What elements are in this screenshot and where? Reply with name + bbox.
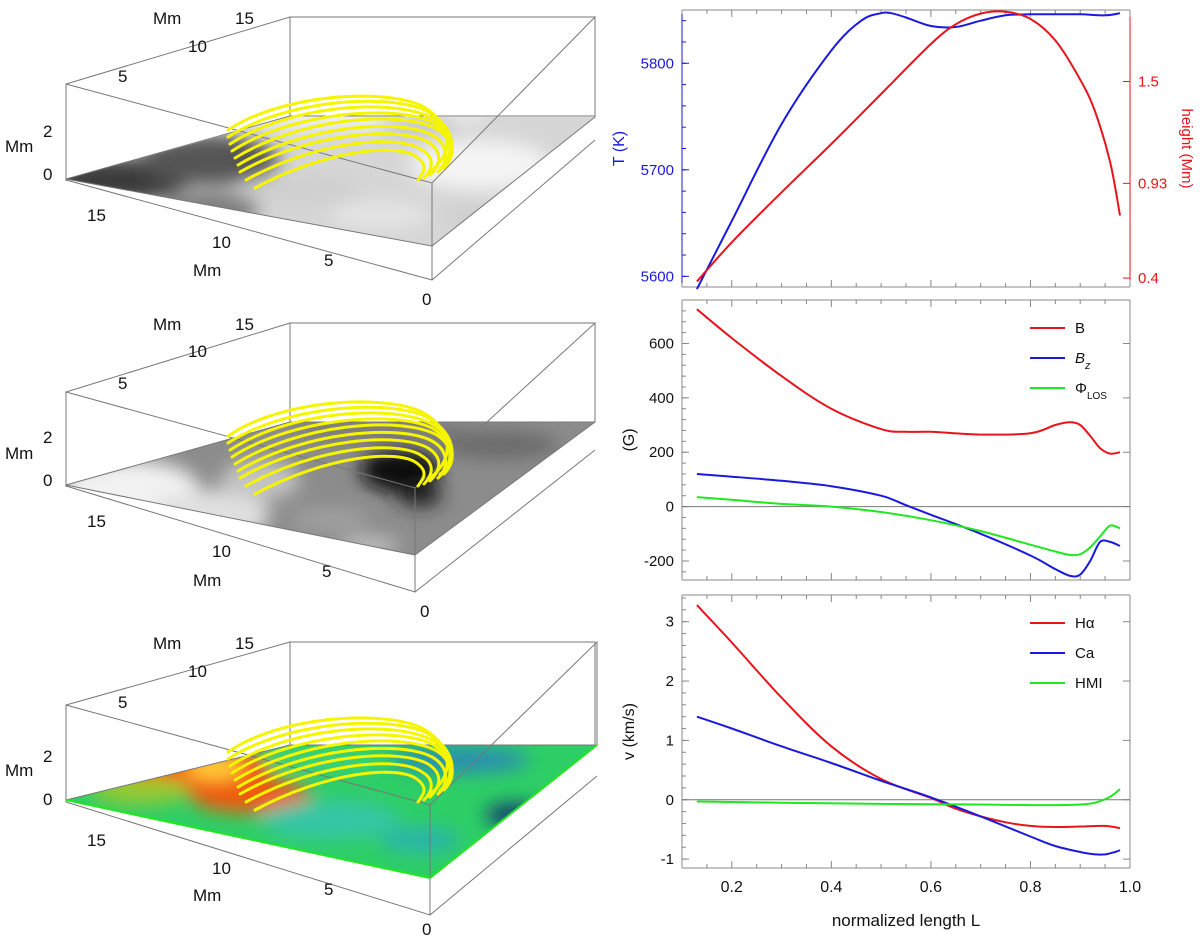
y-tick-label: 0 — [666, 792, 674, 809]
box3d-velocity: Mm 15 10 5 Mm 2 0 15 10 Mm 5 0 — [5, 634, 598, 939]
legend-label: Bz — [1075, 350, 1091, 372]
y-tick-label: 400 — [649, 390, 674, 407]
tick-front: 10 — [212, 233, 231, 252]
axis-label-left: Mm — [5, 444, 33, 463]
axis-label-back: Mm — [153, 315, 181, 334]
tick-left: 2 — [43, 747, 52, 766]
tick-left: 2 — [43, 428, 52, 447]
y-tick-label: 5600 — [641, 268, 674, 285]
y-tick-label: 5700 — [641, 162, 674, 179]
tick-front: 0 — [422, 920, 431, 939]
plot-velocity: 0.2 0.4 0.6 0.8 1.0 -1 0 1 2 3 v (km/s) normalized … — [621, 594, 1141, 930]
tick-back: 5 — [118, 374, 127, 393]
series-line-2 — [696, 788, 1121, 807]
series-line-0 — [696, 604, 1121, 830]
y-tick-label: -200 — [644, 553, 674, 570]
box3d-intensity: Mm 15 10 5 Mm 2 0 15 10 Mm 5 0 — [5, 9, 596, 309]
tick-left: 0 — [43, 471, 52, 490]
tick-front: 5 — [324, 880, 333, 899]
tick-front: 15 — [87, 512, 106, 531]
x-tick-label: 0.4 — [820, 879, 842, 896]
series-line-1 — [696, 473, 1121, 578]
surface-edge — [65, 799, 431, 879]
x-tick-label: 0.8 — [1019, 879, 1041, 896]
magnetogram-surface — [66, 422, 595, 555]
series-line-2 — [696, 496, 1121, 557]
y-axis-label: v (km/s) — [621, 703, 638, 760]
series-line-0 — [696, 308, 1121, 455]
tick-left: 2 — [43, 122, 52, 141]
tick-back: 5 — [118, 693, 127, 712]
x-tick-label: 0.6 — [920, 879, 942, 896]
x-tick-label: 0.2 — [721, 879, 743, 896]
tick-front: 10 — [212, 542, 231, 561]
tick-back: 10 — [188, 662, 207, 681]
y-tick-label: 3 — [666, 614, 674, 631]
tick-back: 10 — [188, 37, 207, 56]
y-tick-label: 600 — [649, 335, 674, 352]
surface-edge — [429, 744, 598, 879]
plot-magnetic-field: -200 0 200 400 600 (G) B Bz ΦLOS — [621, 299, 1131, 581]
y-right-tick-label: 1.5 — [1138, 73, 1159, 90]
tick-front: 15 — [87, 206, 106, 225]
y-tick-label: 200 — [649, 444, 674, 461]
x-tick-label: 1.0 — [1119, 879, 1141, 896]
box-frame — [65, 15, 596, 281]
legend-label: ΦLOS — [1075, 380, 1107, 402]
tick-front: 15 — [87, 831, 106, 850]
tick-front: 0 — [420, 602, 429, 621]
legend-label: Ca — [1075, 645, 1095, 662]
tick-left: 0 — [43, 165, 52, 184]
axis-label-back: Mm — [153, 9, 181, 28]
y-right-tick-label: 0.4 — [1138, 270, 1159, 287]
axis-label-left: Mm — [5, 137, 33, 156]
y-tick-label: 5800 — [641, 55, 674, 72]
box3d-magnetogram: Mm 15 10 5 Mm 2 0 15 10 Mm 5 0 — [5, 315, 596, 621]
legend-label: B — [1075, 320, 1085, 337]
tick-back: 5 — [118, 67, 127, 86]
y-right-axis-label: height (Mm) — [1178, 108, 1195, 188]
legend-label: Hα — [1075, 615, 1095, 632]
tick-left: 0 — [43, 790, 52, 809]
y-tick-label: 1 — [666, 732, 674, 749]
field-lines — [226, 400, 454, 496]
tick-back: 15 — [235, 634, 254, 653]
tick-back: 15 — [235, 315, 254, 334]
axis-label-left: Mm — [5, 761, 33, 780]
plot-temperature-height: 5600 5700 5800 0.4 0.93 1.5 height (Mm) T (K) — [611, 9, 1195, 290]
tick-back: 10 — [188, 342, 207, 361]
tick-front: 10 — [212, 859, 231, 878]
y-axis-label: T (K) — [611, 131, 628, 166]
series-line-1 — [696, 715, 1121, 856]
x-axis-label: normalized length L — [832, 911, 980, 930]
y-tick-label: 2 — [666, 673, 674, 690]
y-tick-label: -1 — [661, 851, 674, 868]
y-tick-label: 0 — [666, 499, 674, 516]
field-lines — [226, 94, 454, 190]
axis-label-front: Mm — [193, 886, 221, 905]
tick-front: 5 — [322, 562, 331, 581]
legend-label: HMI — [1075, 675, 1103, 692]
axis-label-front: Mm — [193, 261, 221, 280]
tick-front: 0 — [422, 290, 431, 309]
y-axis-label: (G) — [621, 428, 638, 451]
box-frame — [65, 321, 596, 593]
field-lines — [226, 716, 454, 812]
axis-label-back: Mm — [153, 634, 181, 653]
series-line-0 — [696, 11, 1121, 290]
intensity-surface — [66, 117, 595, 246]
axis-label-front: Mm — [193, 571, 221, 590]
series-line-1 — [696, 10, 1121, 283]
y-right-tick-label: 0.93 — [1138, 175, 1167, 192]
tick-front: 5 — [324, 251, 333, 270]
tick-back: 15 — [235, 9, 254, 28]
